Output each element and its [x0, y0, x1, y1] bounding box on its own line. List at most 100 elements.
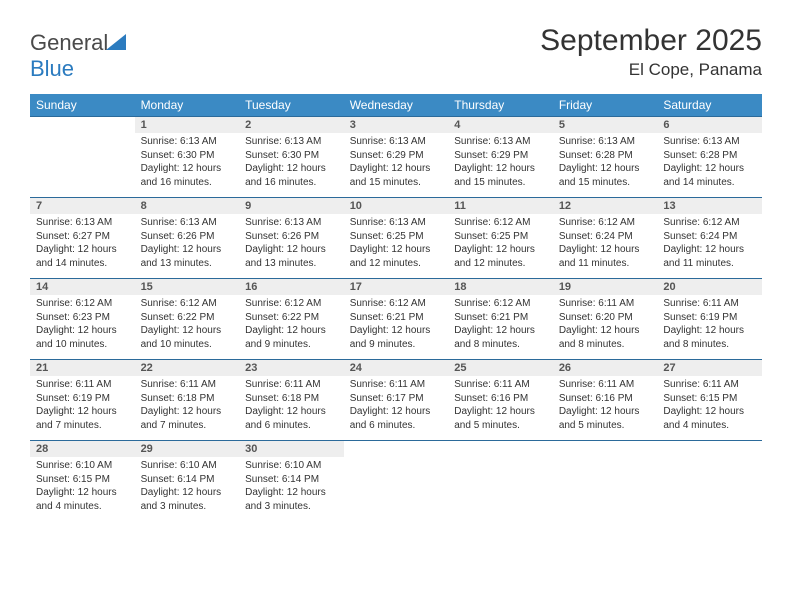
day-line: Sunrise: 6:11 AM — [559, 378, 652, 392]
content-row: Sunrise: 6:10 AMSunset: 6:15 PMDaylight:… — [30, 457, 762, 521]
day-content: Sunrise: 6:12 AMSunset: 6:21 PMDaylight:… — [344, 295, 449, 360]
day-line: Daylight: 12 hours — [559, 162, 652, 176]
day-line: and 8 minutes. — [559, 338, 652, 352]
day-line: Sunset: 6:21 PM — [454, 311, 547, 325]
day-content: Sunrise: 6:13 AMSunset: 6:28 PMDaylight:… — [657, 133, 762, 198]
day-line: and 16 minutes. — [245, 176, 338, 190]
day-line: Sunset: 6:21 PM — [350, 311, 443, 325]
daynum-row: 14151617181920 — [30, 279, 762, 296]
day-line: Sunrise: 6:11 AM — [36, 378, 129, 392]
day-line: Sunset: 6:16 PM — [559, 392, 652, 406]
day-line: Daylight: 12 hours — [245, 162, 338, 176]
day-number: 8 — [135, 198, 240, 215]
day-line: and 7 minutes. — [141, 419, 234, 433]
day-line: Sunrise: 6:13 AM — [663, 135, 756, 149]
calendar-table: Sunday Monday Tuesday Wednesday Thursday… — [30, 94, 762, 521]
day-line: and 10 minutes. — [141, 338, 234, 352]
day-content: Sunrise: 6:11 AMSunset: 6:19 PMDaylight:… — [657, 295, 762, 360]
day-line: Daylight: 12 hours — [559, 243, 652, 257]
logo: GeneralBlue — [30, 24, 126, 82]
title-block: September 2025 El Cope, Panama — [540, 24, 762, 80]
day-content: Sunrise: 6:10 AMSunset: 6:14 PMDaylight:… — [239, 457, 344, 521]
day-content: Sunrise: 6:12 AMSunset: 6:21 PMDaylight:… — [448, 295, 553, 360]
day-line: and 8 minutes. — [454, 338, 547, 352]
day-line: Sunset: 6:17 PM — [350, 392, 443, 406]
day-content: Sunrise: 6:13 AMSunset: 6:26 PMDaylight:… — [135, 214, 240, 279]
day-line: and 6 minutes. — [350, 419, 443, 433]
day-line: Sunset: 6:14 PM — [245, 473, 338, 487]
day-number — [448, 441, 553, 458]
day-header: Thursday — [448, 94, 553, 117]
day-line: and 9 minutes. — [350, 338, 443, 352]
day-line: Daylight: 12 hours — [245, 324, 338, 338]
day-line: Daylight: 12 hours — [559, 405, 652, 419]
content-row: Sunrise: 6:13 AMSunset: 6:27 PMDaylight:… — [30, 214, 762, 279]
day-line: Daylight: 12 hours — [663, 162, 756, 176]
day-line: Sunrise: 6:13 AM — [559, 135, 652, 149]
day-content: Sunrise: 6:11 AMSunset: 6:19 PMDaylight:… — [30, 376, 135, 441]
day-number: 16 — [239, 279, 344, 296]
day-content — [657, 457, 762, 521]
day-number: 7 — [30, 198, 135, 215]
day-content: Sunrise: 6:13 AMSunset: 6:28 PMDaylight:… — [553, 133, 658, 198]
daynum-row: 282930 — [30, 441, 762, 458]
content-row: Sunrise: 6:12 AMSunset: 6:23 PMDaylight:… — [30, 295, 762, 360]
day-line: Sunrise: 6:11 AM — [350, 378, 443, 392]
location: El Cope, Panama — [540, 60, 762, 80]
day-line: Daylight: 12 hours — [350, 324, 443, 338]
day-line: and 4 minutes. — [663, 419, 756, 433]
day-line: Sunrise: 6:10 AM — [36, 459, 129, 473]
day-line: Daylight: 12 hours — [454, 405, 547, 419]
day-header: Wednesday — [344, 94, 449, 117]
day-content: Sunrise: 6:11 AMSunset: 6:20 PMDaylight:… — [553, 295, 658, 360]
logo-word2: Blue — [30, 56, 74, 81]
day-line: Sunset: 6:29 PM — [454, 149, 547, 163]
day-line: Sunset: 6:16 PM — [454, 392, 547, 406]
day-line: and 16 minutes. — [141, 176, 234, 190]
day-line: and 5 minutes. — [559, 419, 652, 433]
day-header: Saturday — [657, 94, 762, 117]
day-number: 24 — [344, 360, 449, 377]
day-number — [344, 441, 449, 458]
day-number: 30 — [239, 441, 344, 458]
month-title: September 2025 — [540, 24, 762, 58]
day-number: 4 — [448, 117, 553, 134]
day-content: Sunrise: 6:12 AMSunset: 6:24 PMDaylight:… — [553, 214, 658, 279]
day-line: Sunset: 6:29 PM — [350, 149, 443, 163]
day-line: Sunset: 6:26 PM — [245, 230, 338, 244]
day-content: Sunrise: 6:10 AMSunset: 6:14 PMDaylight:… — [135, 457, 240, 521]
day-line: Sunset: 6:15 PM — [663, 392, 756, 406]
day-number: 15 — [135, 279, 240, 296]
day-number: 2 — [239, 117, 344, 134]
day-content: Sunrise: 6:11 AMSunset: 6:16 PMDaylight:… — [448, 376, 553, 441]
day-line: Daylight: 12 hours — [454, 324, 547, 338]
day-line: Daylight: 12 hours — [350, 162, 443, 176]
day-header: Sunday — [30, 94, 135, 117]
day-line: Sunset: 6:18 PM — [141, 392, 234, 406]
day-content: Sunrise: 6:12 AMSunset: 6:22 PMDaylight:… — [135, 295, 240, 360]
logo-word1: General — [30, 30, 108, 55]
day-line: and 6 minutes. — [245, 419, 338, 433]
day-number: 9 — [239, 198, 344, 215]
day-line: Daylight: 12 hours — [559, 324, 652, 338]
day-line: and 7 minutes. — [36, 419, 129, 433]
day-line: Sunrise: 6:13 AM — [36, 216, 129, 230]
day-line: and 11 minutes. — [663, 257, 756, 271]
day-line: Daylight: 12 hours — [141, 405, 234, 419]
day-number: 23 — [239, 360, 344, 377]
daynum-row: 21222324252627 — [30, 360, 762, 377]
day-number: 14 — [30, 279, 135, 296]
day-line: Daylight: 12 hours — [350, 243, 443, 257]
content-row: Sunrise: 6:13 AMSunset: 6:30 PMDaylight:… — [30, 133, 762, 198]
day-line: Daylight: 12 hours — [663, 405, 756, 419]
day-line: and 9 minutes. — [245, 338, 338, 352]
day-line: Daylight: 12 hours — [36, 486, 129, 500]
day-number: 1 — [135, 117, 240, 134]
day-line: Sunrise: 6:13 AM — [141, 135, 234, 149]
day-line: Daylight: 12 hours — [245, 405, 338, 419]
day-line: Daylight: 12 hours — [454, 162, 547, 176]
day-number: 17 — [344, 279, 449, 296]
day-line: Sunrise: 6:12 AM — [245, 297, 338, 311]
day-number: 22 — [135, 360, 240, 377]
day-content — [344, 457, 449, 521]
